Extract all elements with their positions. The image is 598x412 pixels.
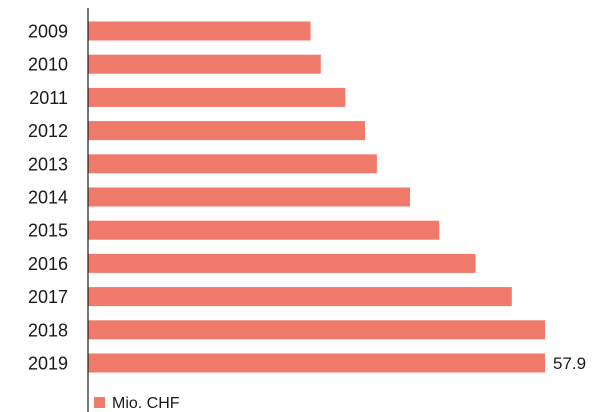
legend-label: Mio. CHF — [112, 395, 180, 412]
tick-label-2012: 2012 — [28, 121, 68, 141]
bar-2010 — [88, 54, 321, 74]
bar-2019 — [88, 353, 545, 373]
bar-2017 — [88, 287, 512, 307]
legend-swatch — [94, 397, 105, 408]
bars-group — [88, 21, 545, 373]
tick-label-2011: 2011 — [29, 88, 68, 108]
bar-2016 — [88, 253, 476, 273]
tick-label-2009: 2009 — [28, 22, 68, 42]
bar-2009 — [88, 21, 311, 41]
bar-2014 — [88, 187, 410, 207]
data-label-2019: 57.9 — [553, 354, 586, 373]
data-labels: 57.9 — [553, 354, 586, 373]
bar-2012 — [88, 121, 365, 141]
tick-label-2017: 2017 — [28, 287, 68, 307]
bar-2011 — [88, 87, 346, 107]
tick-label-2019: 2019 — [28, 354, 68, 374]
bar-2015 — [88, 220, 440, 240]
tick-label-2013: 2013 — [28, 154, 68, 174]
bar-2013 — [88, 154, 377, 174]
tick-label-2015: 2015 — [28, 221, 68, 241]
bar-2018 — [88, 320, 545, 340]
tick-label-2014: 2014 — [28, 188, 68, 208]
tick-label-2016: 2016 — [28, 254, 68, 274]
legend: Mio. CHF — [94, 395, 180, 412]
tick-label-2010: 2010 — [28, 55, 68, 75]
tick-label-2018: 2018 — [28, 320, 68, 340]
category-tick-labels: 2009 2010 2011 2012 2013 2014 2015 2016 2017 2018… — [28, 22, 68, 374]
